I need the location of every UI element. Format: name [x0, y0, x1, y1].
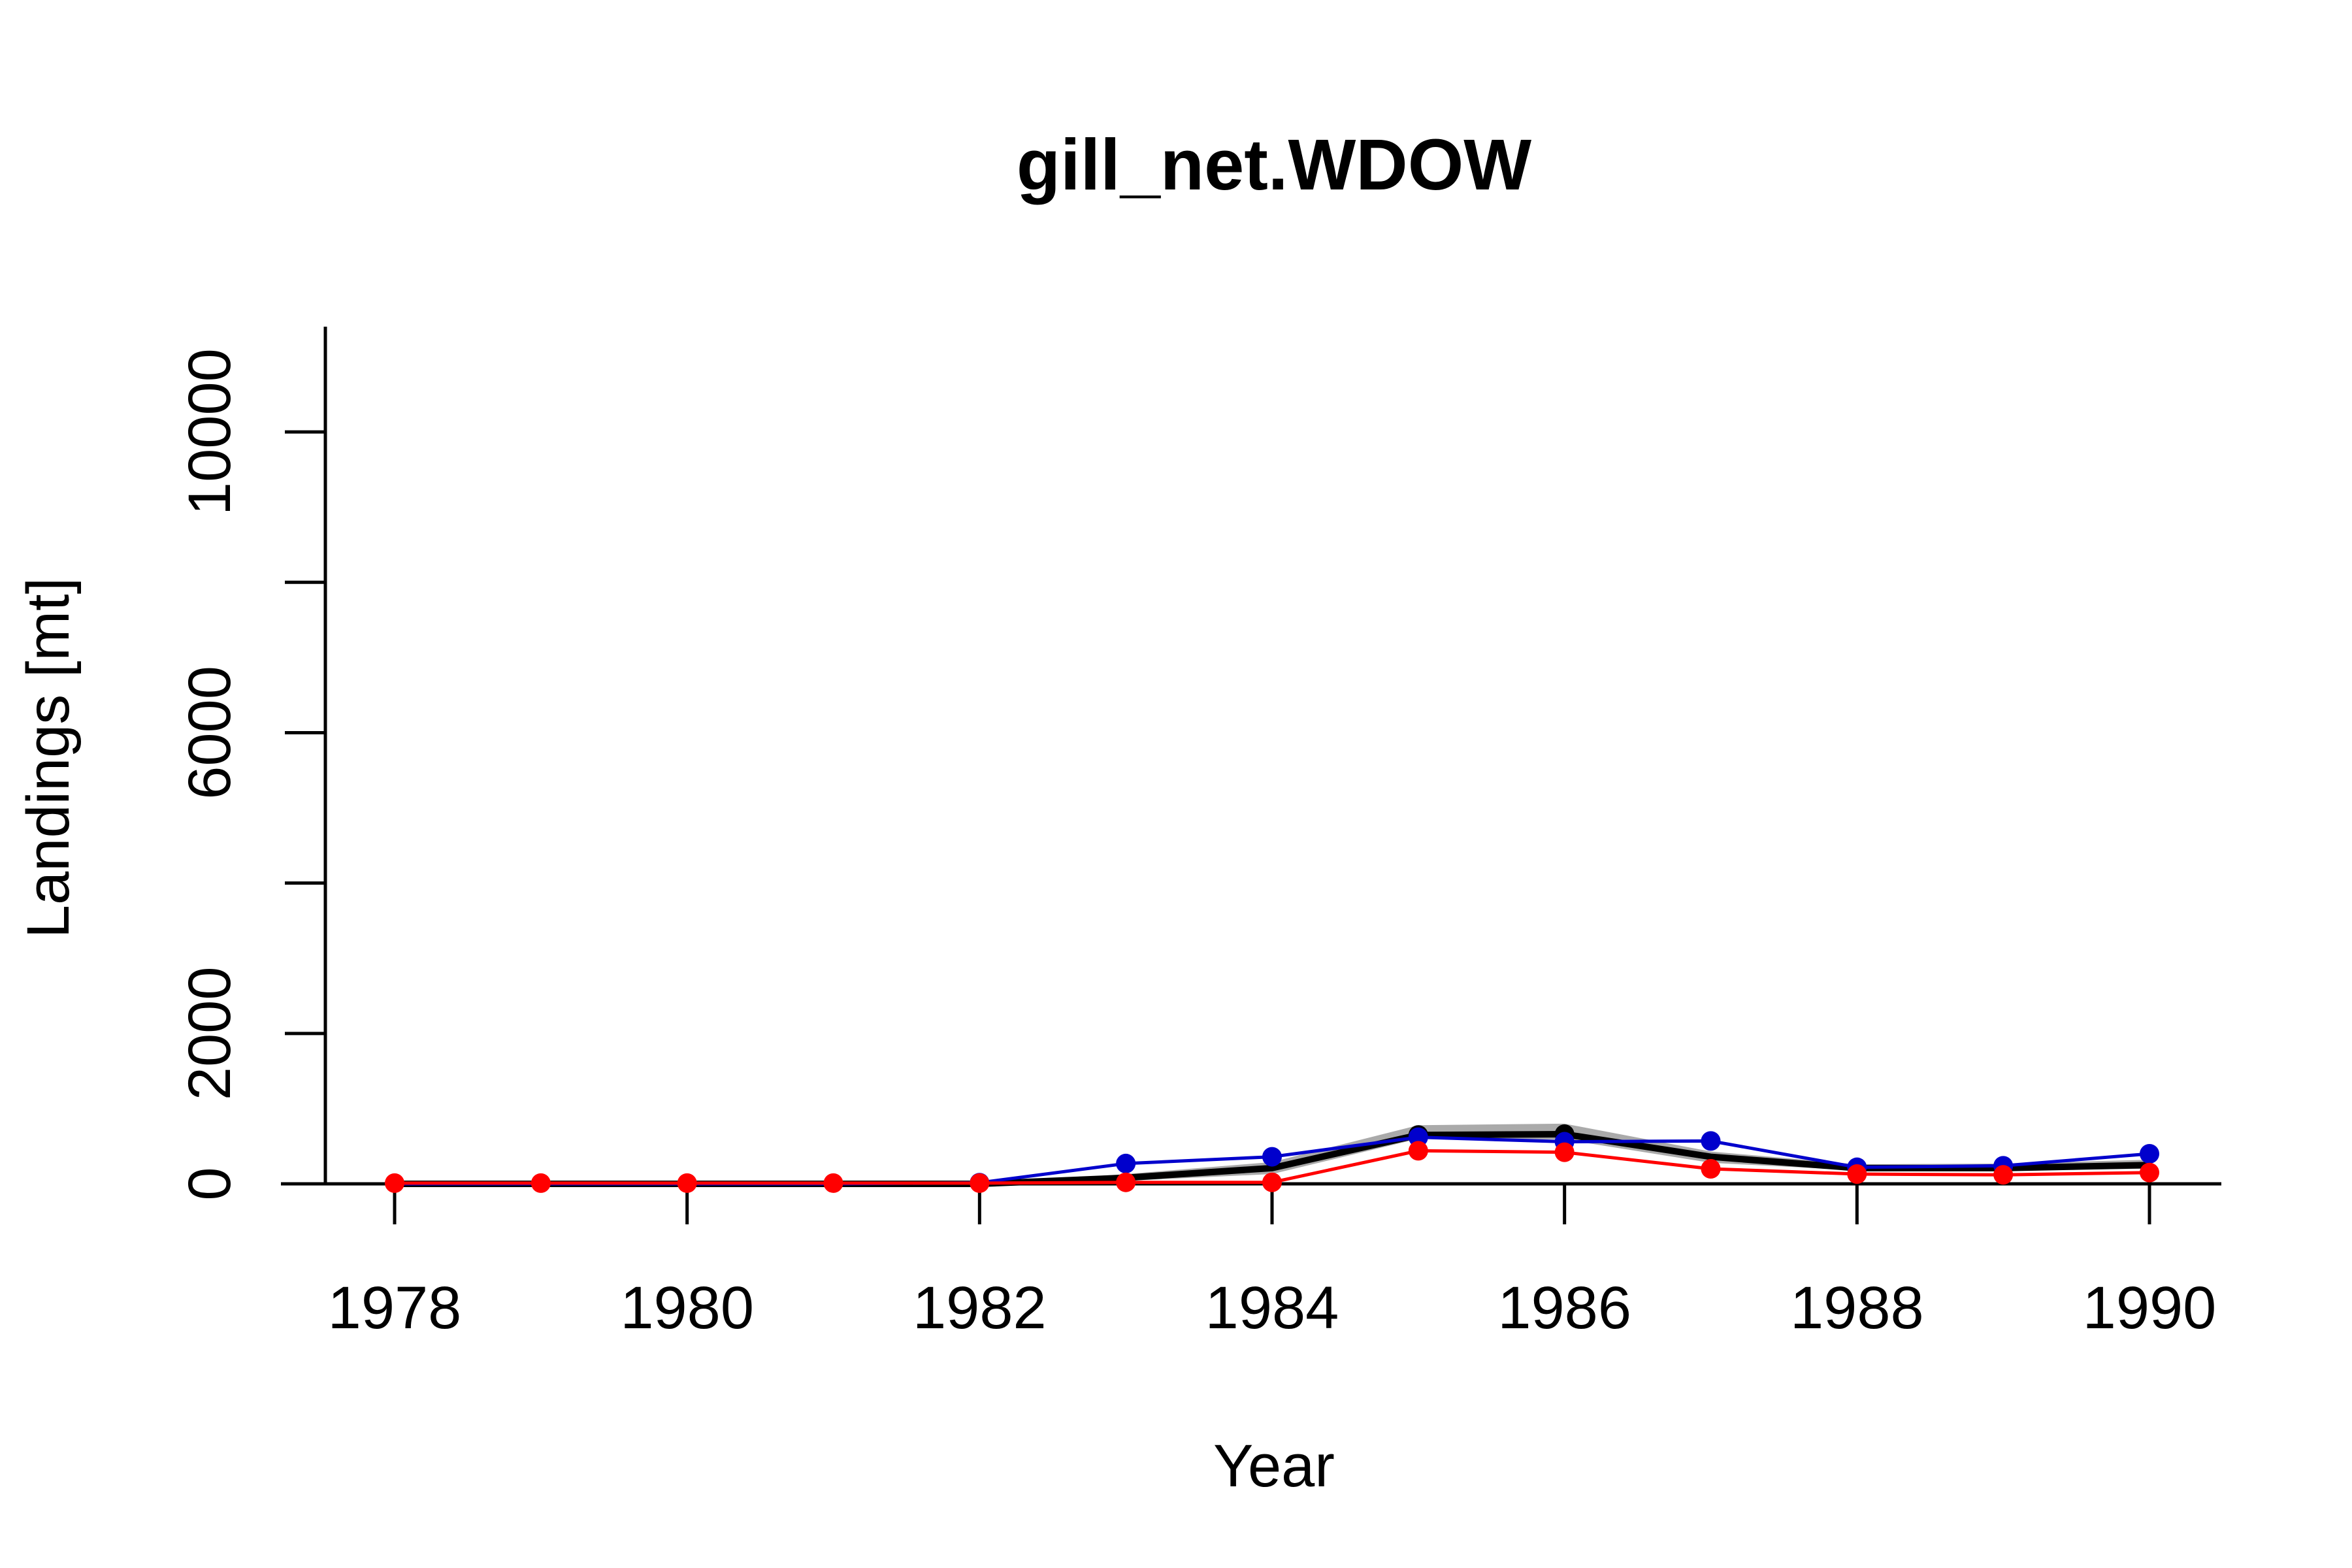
- data-point: [1701, 1158, 1721, 1179]
- data-point: [1408, 1127, 1428, 1147]
- data-point: [823, 1173, 843, 1193]
- uncertainty-band: [395, 1123, 2149, 1184]
- data-point: [2140, 1143, 2159, 1164]
- x-tick-label: 1978: [328, 1275, 462, 1341]
- data-point: [2140, 1162, 2159, 1183]
- x-ticks: 1978 1980 1982 1984 1986 1988 1990: [328, 1184, 2217, 1341]
- x-tick-label: 1988: [1790, 1275, 1924, 1341]
- x-tick-label: 1986: [1497, 1275, 1631, 1341]
- x-tick-label: 1984: [1205, 1275, 1339, 1341]
- x-tick-label: 1980: [620, 1275, 754, 1341]
- y-tick-label: 2000: [176, 966, 243, 1100]
- y-ticks: 0 2000 6000 10000: [176, 348, 325, 1201]
- data-point: [1116, 1153, 1136, 1173]
- series-2: [385, 1141, 2159, 1193]
- data-point: [1701, 1131, 1721, 1151]
- x-axis: 1978 1980 1982 1984 1986 1988 1990: [281, 1182, 2221, 1341]
- data-point: [1993, 1165, 2014, 1185]
- y-tick-label: 0: [176, 1167, 243, 1200]
- x-tick-label: 1990: [2083, 1275, 2217, 1341]
- x-tick-label: 1982: [913, 1275, 1047, 1341]
- data-point: [385, 1173, 404, 1193]
- data-point: [1408, 1141, 1428, 1161]
- data-point: [970, 1173, 990, 1193]
- x-axis-title: Year: [1213, 1433, 1335, 1499]
- data-point: [1116, 1172, 1136, 1192]
- y-tick-label: 6000: [176, 666, 243, 800]
- data-point: [531, 1173, 551, 1193]
- data-point: [1262, 1172, 1282, 1192]
- plot-area: [385, 1123, 2159, 1193]
- y-axis-title: Landings [mt]: [15, 578, 82, 938]
- data-point: [1554, 1142, 1575, 1162]
- data-point: [1847, 1164, 1867, 1184]
- data-point: [1262, 1147, 1282, 1167]
- data-point: [677, 1173, 697, 1193]
- y-tick-label: 10000: [176, 348, 243, 515]
- y-axis: 0 2000 6000 10000: [176, 327, 327, 1201]
- chart-title: gill_net.WDOW: [1017, 125, 1531, 205]
